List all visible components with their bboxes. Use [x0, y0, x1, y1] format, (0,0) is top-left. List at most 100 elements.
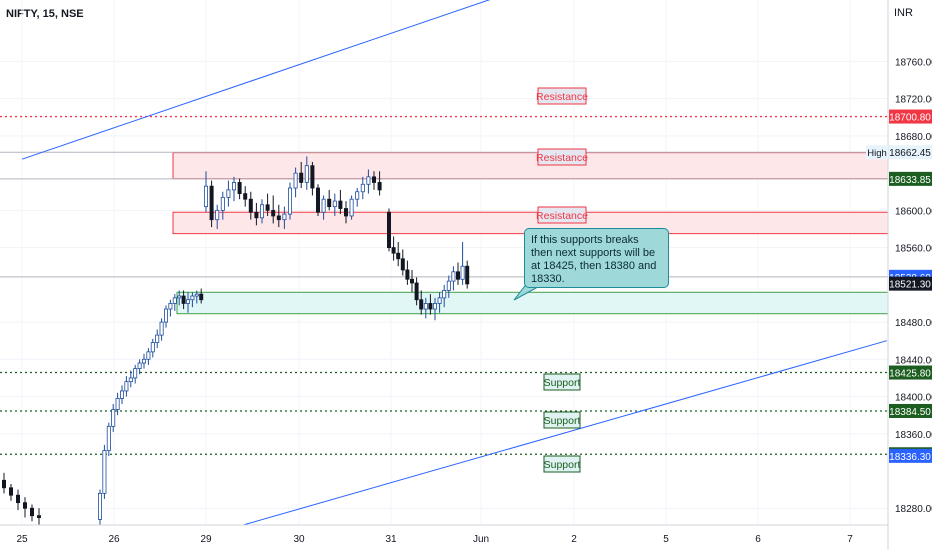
candle-body — [276, 215, 281, 221]
candles — [2, 156, 470, 525]
price-label-text: 18384.50 — [889, 407, 931, 418]
candle-body — [243, 193, 248, 200]
price-label-text: 18662.45 — [889, 148, 931, 159]
x-tick-label: 7 — [847, 534, 853, 545]
y-tick-label: 18720.00 — [895, 95, 932, 106]
candle-body — [349, 198, 354, 217]
dotted-levels — [0, 115, 888, 455]
candle-body — [137, 362, 142, 370]
zone-labels: Resistance Resistance Resistance Support Sup… — [536, 87, 588, 473]
candle-body — [465, 265, 470, 285]
candle-body — [282, 213, 287, 221]
candle-body — [455, 271, 460, 280]
zone-tag-box — [537, 206, 587, 224]
currency-label: INR — [894, 7, 913, 19]
grid-lines — [0, 60, 888, 509]
candle-body — [215, 209, 220, 221]
candle-body — [377, 182, 382, 191]
zone-tag-box — [537, 148, 587, 166]
price-label-box — [889, 109, 932, 124]
candle-body — [2, 479, 7, 489]
candle-body — [259, 204, 264, 219]
candle-body — [133, 368, 138, 379]
candle-body — [428, 303, 433, 310]
candle-body — [315, 187, 320, 213]
zone-tag-box — [543, 411, 581, 429]
candle-body — [371, 176, 376, 183]
candle-body — [209, 185, 214, 221]
price-tag-text: High — [867, 148, 887, 159]
y-tick-label: 18440.00 — [895, 355, 932, 366]
y-tick-label: 18600.00 — [895, 206, 932, 217]
candle-body — [343, 208, 348, 217]
price-label-text: 18633.85 — [889, 175, 931, 186]
price-label-box — [889, 171, 932, 186]
x-tick-label: 26 — [108, 534, 120, 545]
x-tick-label: 6 — [755, 534, 761, 545]
candle-body — [451, 271, 456, 282]
x-tick-label: 5 — [663, 534, 669, 545]
candle-body — [332, 200, 337, 208]
candle-body — [146, 351, 151, 360]
zone-tag-box — [537, 87, 587, 105]
candle-body — [437, 297, 442, 304]
candle-body — [396, 252, 401, 260]
zone-tag-label: Support — [544, 377, 581, 389]
candle-body — [432, 303, 437, 310]
zone-tag: Support — [543, 373, 581, 391]
candle-body — [177, 295, 182, 299]
price-label-box — [889, 448, 932, 463]
trendline — [243, 340, 887, 526]
candle-body — [29, 507, 34, 517]
zone-tag-label: Support — [544, 415, 581, 427]
candle-body — [150, 342, 155, 353]
candle-body — [120, 390, 125, 399]
price-tag-box — [866, 145, 888, 160]
candle-body — [271, 209, 276, 217]
zone-tag: Support — [543, 411, 581, 429]
candle-body — [181, 295, 186, 304]
candle-body — [194, 293, 199, 297]
candle-body — [168, 303, 173, 310]
trendlines — [21, 0, 887, 526]
candle-body — [199, 293, 204, 301]
symbol-title: NIFTY, 15, NSE — [6, 8, 84, 20]
candle-body — [338, 200, 343, 209]
candle-body — [8, 487, 13, 496]
x-tick-label: 30 — [293, 534, 305, 545]
candle-body — [391, 247, 396, 254]
y-tick-label: 18680.00 — [895, 132, 932, 143]
candle-body — [409, 278, 414, 284]
candle-body — [159, 321, 164, 336]
zone-tag-label: Support — [544, 459, 581, 471]
candle-body — [124, 381, 129, 392]
zone-tag-box — [543, 373, 581, 391]
zone-tag: Resistance — [536, 206, 588, 224]
candle-body — [386, 211, 391, 249]
trendline — [21, 0, 491, 160]
candle-body — [115, 398, 120, 410]
annotation-callout[interactable]: If this supports breaks then next suppor… — [524, 228, 669, 288]
candle-body — [423, 303, 428, 310]
y-tick-label: 18760.00 — [895, 57, 932, 68]
candle-body — [293, 172, 298, 189]
candle-body — [304, 165, 309, 183]
x-tick-label: 29 — [200, 534, 212, 545]
candle-body — [419, 299, 424, 310]
candle-body — [442, 290, 447, 299]
candle-body — [265, 204, 270, 211]
candle-body — [237, 182, 242, 195]
price-labels: 18700.8018662.45High18633.8518528.601852… — [866, 109, 932, 463]
candle-body — [155, 334, 160, 343]
candle-body — [226, 189, 231, 198]
candle-body — [220, 196, 225, 211]
candle-body — [254, 211, 259, 219]
price-label-text: 18425.80 — [889, 369, 931, 380]
candle-body — [111, 409, 116, 427]
zone-box — [172, 152, 889, 180]
y-tick-label: 18400.00 — [895, 393, 932, 404]
price-label-box — [889, 145, 932, 160]
candle-body — [37, 515, 42, 518]
candle-body — [360, 183, 365, 193]
